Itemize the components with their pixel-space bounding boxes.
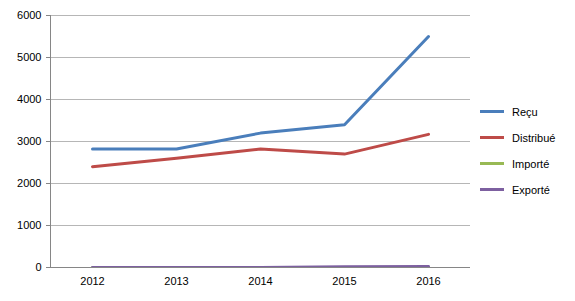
svg-text:2014: 2014	[248, 275, 272, 287]
html-text:Importé: Importé	[512, 157, 550, 170]
html-text:Exporté: Exporté	[512, 183, 550, 196]
svg-text:6000: 6000	[17, 9, 41, 21]
html-text:Distribué: Distribué	[512, 131, 556, 144]
svg-text:2015: 2015	[332, 275, 356, 287]
svg-text:2016: 2016	[416, 275, 440, 287]
svg-text:4000: 4000	[17, 93, 41, 105]
html-text:Reçu: Reçu	[512, 105, 538, 118]
svg-text:1000: 1000	[17, 219, 41, 231]
svg-text:0: 0	[35, 261, 41, 273]
svg-text:2012: 2012	[80, 275, 104, 287]
svg-text:2013: 2013	[164, 275, 188, 287]
svg-text:5000: 5000	[17, 51, 41, 63]
svg-text:3000: 3000	[17, 135, 41, 147]
svg-text:2000: 2000	[17, 177, 41, 189]
